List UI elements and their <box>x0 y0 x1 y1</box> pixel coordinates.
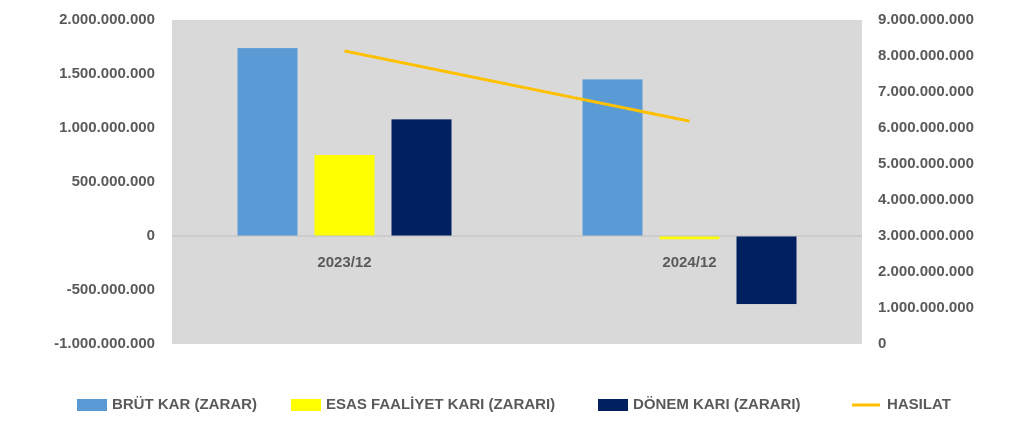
legend-swatch <box>598 399 628 411</box>
y2-tick-label: 4.000.000.000 <box>878 191 974 208</box>
y2-tick-label: 7.000.000.000 <box>878 83 974 100</box>
bar <box>314 155 375 236</box>
y-tick-label: 500.000.000 <box>72 173 155 190</box>
y2-tick-label: 2.000.000.000 <box>878 263 974 280</box>
line-series <box>344 49 690 123</box>
y2-tick-label: 8.000.000.000 <box>878 47 974 64</box>
y-tick-label: 1.500.000.000 <box>59 65 155 82</box>
legend-swatch <box>291 399 321 411</box>
y-tick-label: 0 <box>147 227 155 244</box>
bar <box>736 236 797 305</box>
y2-tick-label: 1.000.000.000 <box>878 299 974 316</box>
y2-tick-label: 5.000.000.000 <box>878 155 974 172</box>
bar <box>237 48 298 236</box>
y-tick-label: -500.000.000 <box>67 281 155 298</box>
y-tick-label: -1.000.000.000 <box>54 335 155 352</box>
legend-swatch <box>77 399 107 411</box>
legend-label: DÖNEM KARI (ZARARI) <box>633 396 800 413</box>
y2-tick-label: 9.000.000.000 <box>878 11 974 28</box>
x-tick-label: 2023/12 <box>317 254 371 271</box>
x-tick-label: 2024/12 <box>662 254 716 271</box>
legend-label: BRÜT KAR (ZARAR) <box>112 396 257 413</box>
y2-tick-label: 0 <box>878 335 886 352</box>
y2-tick-label: 3.000.000.000 <box>878 227 974 244</box>
bar <box>391 119 452 236</box>
y-tick-label: 2.000.000.000 <box>59 11 155 28</box>
y-tick-label: 1.000.000.000 <box>59 119 155 136</box>
y2-tick-label: 6.000.000.000 <box>878 119 974 136</box>
bar <box>659 236 720 240</box>
bar <box>582 79 643 237</box>
legend-label: ESAS FAALİYET KARI (ZARARI) <box>326 396 555 413</box>
legend-label: HASILAT <box>887 396 951 413</box>
